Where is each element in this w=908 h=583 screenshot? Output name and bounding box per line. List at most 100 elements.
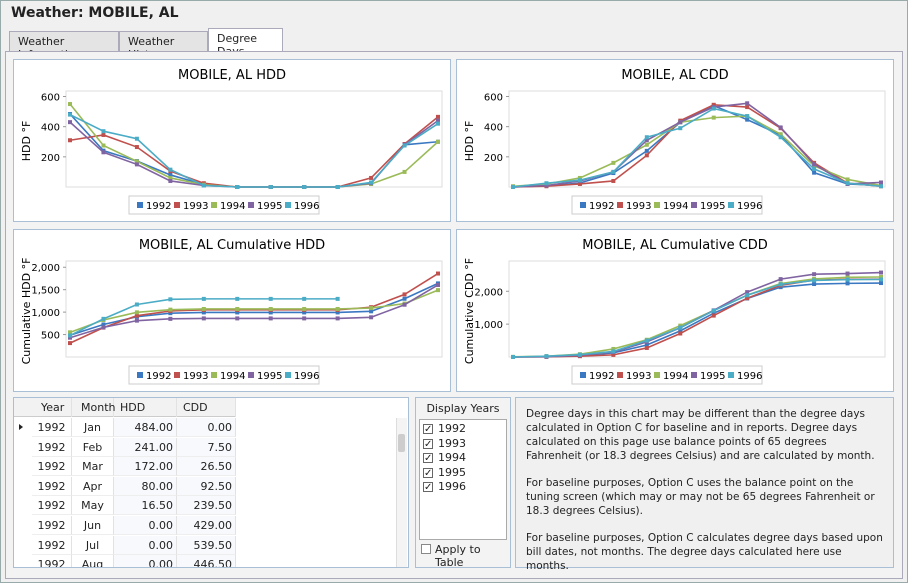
marker bbox=[201, 306, 206, 311]
legend-label: 1994 bbox=[220, 201, 245, 212]
legend-swatch bbox=[174, 202, 180, 208]
series-line bbox=[69, 289, 439, 334]
checkbox: ✓ bbox=[423, 438, 433, 450]
y-tick-label: 600 bbox=[41, 93, 60, 104]
legend-label: 1993 bbox=[626, 201, 651, 212]
marker bbox=[577, 175, 582, 180]
marker bbox=[201, 183, 206, 188]
marker bbox=[644, 138, 649, 143]
marker bbox=[611, 349, 616, 354]
legend-label: 1994 bbox=[220, 371, 245, 382]
row-indicator bbox=[19, 424, 23, 430]
series-line bbox=[69, 103, 439, 188]
legend-label: 1995 bbox=[700, 201, 725, 212]
marker bbox=[436, 121, 440, 126]
tab[interactable]: Weather History bbox=[119, 31, 208, 61]
plot-frame bbox=[65, 260, 443, 358]
chart-title: MOBILE, AL CDD bbox=[621, 68, 728, 83]
legend-label: 1995 bbox=[257, 201, 282, 212]
table-cell: Jul bbox=[72, 535, 114, 555]
marker bbox=[436, 118, 440, 123]
marker bbox=[369, 175, 374, 180]
marker bbox=[201, 296, 206, 301]
marker bbox=[778, 282, 783, 287]
series-line bbox=[69, 272, 439, 344]
marker bbox=[168, 172, 173, 177]
marker bbox=[268, 306, 273, 311]
marker bbox=[268, 316, 273, 321]
column-header: Year bbox=[32, 398, 72, 417]
legend-label: 1992 bbox=[589, 371, 614, 382]
table-cell: 1992 bbox=[32, 535, 72, 555]
table-cell: 1992 bbox=[32, 476, 72, 496]
marker bbox=[644, 148, 649, 153]
marker bbox=[711, 313, 716, 318]
legend-swatch bbox=[285, 372, 291, 378]
marker bbox=[134, 313, 139, 318]
marker bbox=[335, 185, 340, 189]
table-cell: 7.50 bbox=[177, 437, 236, 457]
marker bbox=[711, 311, 716, 316]
series-line bbox=[69, 113, 439, 188]
marker bbox=[745, 296, 750, 301]
marker bbox=[68, 102, 72, 107]
table-cell: Jun bbox=[72, 516, 114, 535]
marker bbox=[745, 290, 750, 295]
marker bbox=[778, 132, 783, 137]
legend-swatch bbox=[174, 372, 180, 378]
legend-swatch bbox=[580, 202, 586, 208]
table-cell: 16.50 bbox=[114, 496, 177, 516]
marker bbox=[268, 296, 273, 301]
legend-label: 1992 bbox=[589, 201, 614, 212]
table-cell: 1992 bbox=[32, 496, 72, 516]
table-cell: Aug bbox=[72, 555, 114, 567]
tab[interactable]: Degree Days bbox=[208, 28, 283, 58]
marker bbox=[235, 310, 240, 315]
y-tick-label: 2,000 bbox=[474, 287, 503, 298]
legend-label: 1994 bbox=[663, 201, 688, 212]
window-title: Weather: MOBILE, AL bbox=[11, 5, 179, 21]
marker bbox=[168, 175, 173, 180]
table-cell: Jan bbox=[72, 418, 114, 437]
table-cell: 0.00 bbox=[114, 516, 177, 535]
checkbox[interactable] bbox=[421, 544, 431, 554]
scroll-thumb bbox=[398, 434, 405, 452]
marker bbox=[644, 153, 649, 158]
marker bbox=[68, 120, 72, 125]
marker bbox=[134, 145, 139, 150]
legend-swatch bbox=[211, 372, 217, 378]
marker bbox=[134, 310, 139, 315]
chart-panel: MOBILE, AL HDD HDD °F 200 400 600 1992 1993 199… bbox=[13, 59, 451, 222]
marker bbox=[778, 125, 783, 130]
table-cell: Apr bbox=[72, 476, 114, 496]
marker bbox=[134, 159, 139, 164]
marker bbox=[711, 115, 716, 120]
table-cell: 539.50 bbox=[177, 535, 236, 555]
marker bbox=[436, 114, 440, 119]
legend-swatch bbox=[654, 202, 660, 208]
series-line bbox=[512, 102, 882, 188]
legend-label: 1992 bbox=[146, 201, 171, 212]
chart: MOBILE, AL HDD HDD °F 200 400 600 1992 1993 199… bbox=[20, 68, 443, 215]
display-years-panel: Display Years ✓ 1992 ✓ 1993 ✓ 1994 ✓ 1995 ✓ 1996 … bbox=[415, 397, 511, 569]
marker bbox=[302, 185, 307, 189]
marker bbox=[302, 310, 307, 315]
chart-panel: MOBILE, AL Cumulative CDD Cumulative CDD … bbox=[456, 229, 894, 392]
y-tick-label: 2,000 bbox=[31, 263, 60, 274]
marker bbox=[879, 184, 883, 189]
marker bbox=[845, 281, 850, 286]
notes-panel: Degree days in this chart may be differe… bbox=[515, 397, 894, 572]
legend bbox=[571, 195, 763, 215]
checkbox: ✓ bbox=[423, 453, 433, 464]
tab[interactable]: Weather Information bbox=[9, 31, 119, 61]
checkbox: ✓ bbox=[423, 467, 433, 479]
marker bbox=[611, 346, 616, 351]
marker bbox=[711, 308, 716, 313]
marker bbox=[711, 106, 716, 111]
marker bbox=[134, 136, 139, 141]
marker bbox=[168, 311, 173, 316]
marker bbox=[68, 333, 72, 338]
legend-label: 1993 bbox=[183, 371, 208, 382]
year-item: 1994 bbox=[438, 451, 466, 464]
table-cell: 0.00 bbox=[114, 555, 177, 567]
